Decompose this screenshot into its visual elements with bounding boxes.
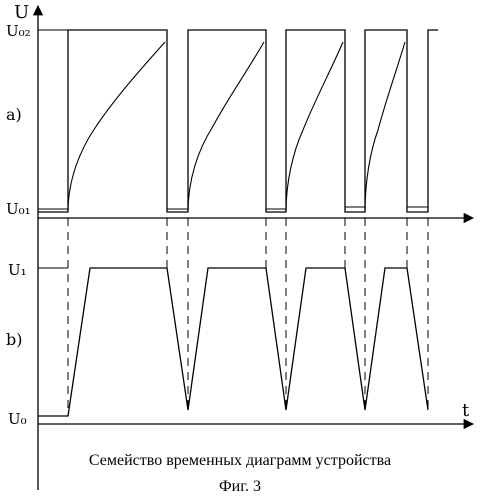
level-u1-label: U₁: [8, 261, 27, 279]
level-u02-label: U₀₂: [6, 22, 31, 40]
panel-a-pulse-train: [38, 30, 438, 212]
panel-b-label: b): [6, 330, 22, 349]
panel-a-label: a): [6, 105, 22, 124]
panel-a-charge-curve-1: [68, 42, 165, 212]
panel-a-baseline-steps: [38, 207, 428, 209]
sync-dashed-lines: [68, 218, 428, 416]
figure-caption: Семейство временных диаграмм устройства: [0, 452, 480, 470]
level-u0-label: U₀: [8, 410, 27, 428]
panel-a-charge-curve-4: [365, 42, 405, 212]
panel-a-charge-curve-3: [286, 42, 343, 212]
y-axis-label: U: [14, 2, 29, 23]
figure-number: Фиг. 3: [0, 478, 480, 496]
panel-a-charge-curve-2: [188, 42, 264, 212]
level-u01-label: U₀₁: [6, 200, 31, 218]
x-axis-label: t: [462, 400, 470, 421]
panel-b-waveform: [38, 268, 428, 416]
